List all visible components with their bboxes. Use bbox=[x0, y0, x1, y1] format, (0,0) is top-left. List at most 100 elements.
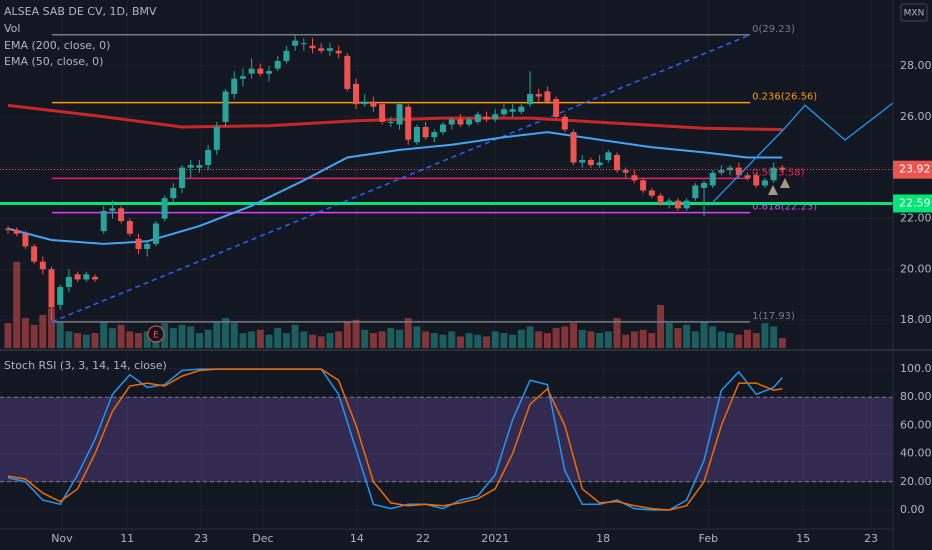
candle-body bbox=[187, 165, 194, 168]
volume-bar bbox=[709, 326, 717, 348]
currency-label[interactable]: MXN bbox=[904, 9, 925, 19]
candle-body bbox=[544, 91, 551, 102]
volume-bar bbox=[187, 326, 195, 348]
x-tick-label: Feb bbox=[699, 532, 718, 545]
indicator-line bbox=[7, 368, 783, 511]
volume-bar bbox=[509, 334, 517, 348]
candle-body bbox=[257, 68, 264, 74]
volume-bar bbox=[335, 331, 343, 348]
candle-body bbox=[457, 119, 464, 125]
volume-bar bbox=[239, 333, 247, 348]
volume-bar bbox=[396, 329, 404, 348]
volume-bar bbox=[361, 329, 369, 348]
candle-body bbox=[518, 106, 525, 112]
candle-body bbox=[570, 132, 577, 163]
y-tick-label: 20.00 bbox=[900, 475, 932, 488]
currency-box[interactable] bbox=[900, 3, 928, 22]
candle-body bbox=[387, 121, 394, 123]
candle-body bbox=[640, 180, 647, 191]
volume-bar bbox=[39, 314, 47, 348]
volume-bar bbox=[300, 331, 308, 348]
volume-bar bbox=[456, 336, 464, 348]
volume-bar bbox=[369, 333, 377, 348]
candle-body bbox=[344, 55, 351, 89]
candle-body bbox=[196, 165, 203, 168]
y-tick-label: 40.00 bbox=[900, 447, 932, 460]
legend-ema200: EMA (200, close, 0) bbox=[4, 39, 110, 52]
indicator-band bbox=[0, 397, 893, 482]
candle-body bbox=[683, 200, 690, 209]
candle-body bbox=[65, 276, 72, 288]
hline-price-box bbox=[893, 194, 932, 213]
volume-bar bbox=[491, 331, 499, 348]
candle-body bbox=[579, 160, 586, 163]
candle-body bbox=[5, 228, 12, 230]
candle-body bbox=[744, 175, 751, 178]
candle-body bbox=[396, 104, 403, 125]
candle-body bbox=[213, 127, 220, 150]
volume-bar bbox=[622, 334, 630, 348]
candle-body bbox=[483, 116, 490, 120]
volume-bar bbox=[222, 318, 230, 348]
volume-bar bbox=[230, 323, 238, 348]
x-tick-label: 14 bbox=[350, 532, 364, 545]
candle-body bbox=[674, 200, 681, 209]
volume-bar bbox=[274, 328, 282, 348]
signal-triangle bbox=[780, 178, 790, 188]
candle-body bbox=[370, 101, 377, 107]
volume-bar bbox=[639, 329, 647, 348]
last-price-box bbox=[893, 160, 932, 179]
y-tick-label: 80.00 bbox=[900, 390, 932, 403]
fib-label: 1(17.93) bbox=[752, 311, 795, 322]
hline-price-label: 22.59 bbox=[899, 196, 931, 209]
volume-bar bbox=[387, 328, 395, 348]
candle-body bbox=[770, 167, 777, 181]
candle-body bbox=[614, 154, 621, 171]
candle-body bbox=[466, 119, 473, 125]
volume-bar bbox=[256, 329, 264, 348]
candle-body bbox=[152, 223, 159, 244]
volume-bar bbox=[82, 334, 90, 348]
candle-body bbox=[500, 109, 507, 115]
candle-body bbox=[353, 83, 360, 105]
volume-bar bbox=[430, 333, 438, 348]
candle-body bbox=[779, 167, 786, 170]
trend-line bbox=[711, 102, 894, 204]
candle-body bbox=[126, 220, 133, 234]
candle-body bbox=[692, 185, 699, 199]
ema-line bbox=[7, 131, 783, 245]
volume-bar bbox=[248, 331, 256, 348]
volume-bar bbox=[422, 331, 430, 348]
axis-labels: Nov 11 23 Dec 14 22 2021 18 Feb 15 23 18.00 20.00 22.… bbox=[51, 59, 932, 545]
candle-body bbox=[13, 229, 20, 234]
candle-body bbox=[492, 114, 499, 120]
candle-body bbox=[170, 187, 177, 199]
x-tick-label: 2021 bbox=[481, 532, 509, 545]
candle-body bbox=[709, 172, 716, 186]
candle-body bbox=[161, 198, 168, 219]
candle-body bbox=[318, 48, 325, 51]
volume-bar bbox=[169, 328, 177, 348]
candle-body bbox=[283, 50, 290, 61]
volume-bar bbox=[761, 323, 769, 348]
last-price-label: 23.92 bbox=[899, 163, 931, 176]
candle-body bbox=[83, 274, 90, 280]
volume-bar bbox=[21, 318, 29, 348]
candle-body bbox=[222, 91, 229, 122]
candle-body bbox=[100, 210, 107, 232]
candle-body bbox=[535, 93, 542, 97]
x-tick-label: 11 bbox=[120, 532, 134, 545]
volume-bar bbox=[517, 329, 525, 348]
legend-ema50: EMA (50, close, 0) bbox=[4, 55, 103, 68]
candle-body bbox=[118, 208, 125, 221]
candle-body bbox=[274, 60, 281, 69]
volume-bar bbox=[204, 329, 212, 348]
volume-bar bbox=[404, 318, 412, 348]
volume-bar bbox=[657, 304, 665, 348]
volume-bar bbox=[135, 333, 143, 348]
symbol-title: ALSEA SAB DE CV, 1D, BMV bbox=[4, 5, 157, 18]
candle-body bbox=[735, 167, 742, 176]
volume-bar bbox=[674, 328, 682, 348]
